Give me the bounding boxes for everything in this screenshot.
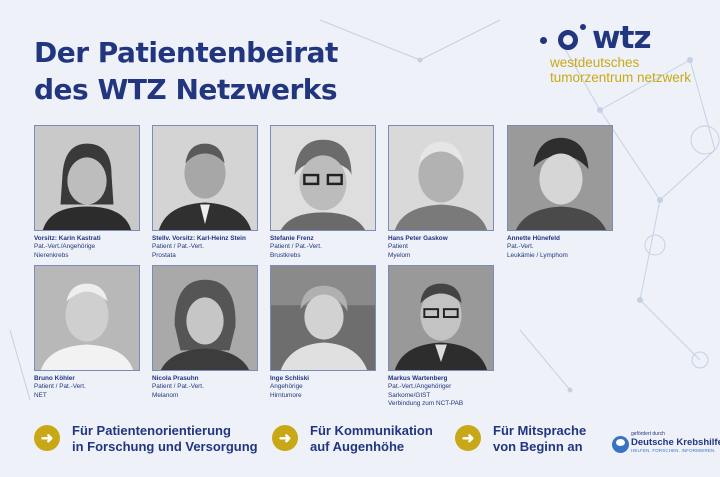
member-card: Annette Hünefeld Pat.-Vert. Leukämie / L… [507, 125, 613, 260]
arrow-right-icon: ➜ [34, 425, 60, 451]
member-detail: Hirntumore [270, 391, 302, 399]
member-name: Bruno Köhler [34, 375, 75, 382]
arrow-right-icon: ➜ [272, 425, 298, 451]
logo-subtitle-line-1: westdeutsches [550, 55, 640, 70]
member-name: Stefanie Frenz [270, 235, 314, 242]
member-detail: Prostata [152, 251, 176, 259]
wtz-logo: wtz westdeutsches tumorzentrum netzwerk [536, 20, 706, 86]
benefit-line-2: von Beginn an [493, 439, 583, 454]
logo-dot-icon [540, 37, 547, 44]
member-portrait [152, 125, 258, 231]
member-detail: NET [34, 391, 47, 399]
member-portrait [270, 125, 376, 231]
member-card: Stefanie Frenz Patient / Pat.-Vert. Brus… [270, 125, 376, 260]
benefit-item: ➜ Für Kommunikation auf Augenhöhe [272, 423, 433, 455]
member-name: Annette Hünefeld [507, 235, 560, 242]
member-detail: Sarkome/GIST [388, 391, 431, 399]
member-card: Bruno Köhler Patient / Pat.-Vert. NET [34, 265, 140, 400]
member-portrait [270, 265, 376, 371]
member-detail: Melanom [152, 391, 179, 399]
member-name: Markus Wartenberg [388, 375, 448, 382]
member-card: Hans Peter Gaskow Patient Myelom [388, 125, 494, 260]
member-portrait [388, 265, 494, 371]
member-detail: Myelom [388, 251, 411, 259]
page-title: Der Patientenbeirat des WTZ Netzwerks [34, 34, 338, 108]
member-detail: Leukämie / Lymphom [507, 251, 568, 259]
logo-subtitle-line-2: tumorzentrum netzwerk [550, 70, 692, 85]
member-portrait [34, 125, 140, 231]
title-line-2: des WTZ Netzwerks [34, 73, 338, 106]
benefit-line-1: Für Mitsprache [493, 423, 587, 438]
member-portrait [152, 265, 258, 371]
logo-small-dot-icon [580, 24, 586, 30]
member-role: Patient [388, 243, 408, 251]
sponsor-pre: gefördert durch [631, 431, 665, 437]
sponsor-logo: gefördert durch Deutsche Krebshilfe HELF… [612, 431, 720, 461]
member-name: Hans Peter Gaskow [388, 235, 448, 242]
title-line-1: Der Patientenbeirat [34, 36, 338, 69]
member-role: Patient / Pat.-Vert. [270, 243, 322, 251]
logo-subtitle: westdeutsches tumorzentrum netzwerk [550, 55, 691, 85]
sponsor-tagline: HELFEN. FORSCHEN. INFORMIEREN. [631, 448, 716, 453]
member-portrait [507, 125, 613, 231]
member-role: Angehörige [270, 383, 303, 391]
deutsche-krebshilfe-icon [612, 436, 629, 453]
member-role: Patient / Pat.-Vert. [152, 243, 204, 251]
member-role: Pat.-Vert. [507, 243, 534, 251]
member-card: Nicola Prasuhn Patient / Pat.-Vert. Mela… [152, 265, 258, 400]
member-detail: Nierenkrebs [34, 251, 69, 259]
member-name: Inge Schliski [270, 375, 310, 382]
member-role: Patient / Pat.-Vert. [34, 383, 86, 391]
benefit-item: ➜ Für Mitsprache von Beginn an [455, 423, 586, 455]
member-card: Stellv. Vorsitz: Karl-Heinz Stein Patien… [152, 125, 258, 260]
member-detail: Brustkrebs [270, 251, 301, 259]
member-portrait [34, 265, 140, 371]
logo-ring-icon [558, 30, 578, 50]
benefit-line-2: in Forschung und Versorgung [72, 439, 258, 454]
arrow-right-icon: ➜ [455, 425, 481, 451]
member-card: Vorsitz: Karin Kastrati Pat.-Vert./Angeh… [34, 125, 140, 260]
logo-word: wtz [592, 20, 652, 56]
member-name: Nicola Prasuhn [152, 375, 199, 382]
member-name: Vorsitz: Karin Kastrati [34, 235, 101, 242]
benefit-item: ➜ Für Patientenorientierung in Forschung… [34, 423, 258, 455]
member-role: Pat.-Vert./Angehörige [34, 243, 96, 251]
benefit-line-1: Für Patientenorientierung [72, 423, 231, 438]
member-card: Inge Schliski Angehörige Hirntumore [270, 265, 376, 400]
member-extra: Verbindung zum NCT-PAB [388, 400, 464, 408]
benefit-line-1: Für Kommunikation [310, 423, 433, 438]
member-card: Markus Wartenberg Pat.-Vert./Angehöriger… [388, 265, 494, 409]
member-role: Pat.-Vert./Angehöriger [388, 383, 452, 391]
member-portrait [388, 125, 494, 231]
benefit-line-2: auf Augenhöhe [310, 439, 405, 454]
member-role: Patient / Pat.-Vert. [152, 383, 204, 391]
member-name: Stellv. Vorsitz: Karl-Heinz Stein [152, 235, 246, 242]
sponsor-name: Deutsche Krebshilfe [631, 437, 720, 448]
